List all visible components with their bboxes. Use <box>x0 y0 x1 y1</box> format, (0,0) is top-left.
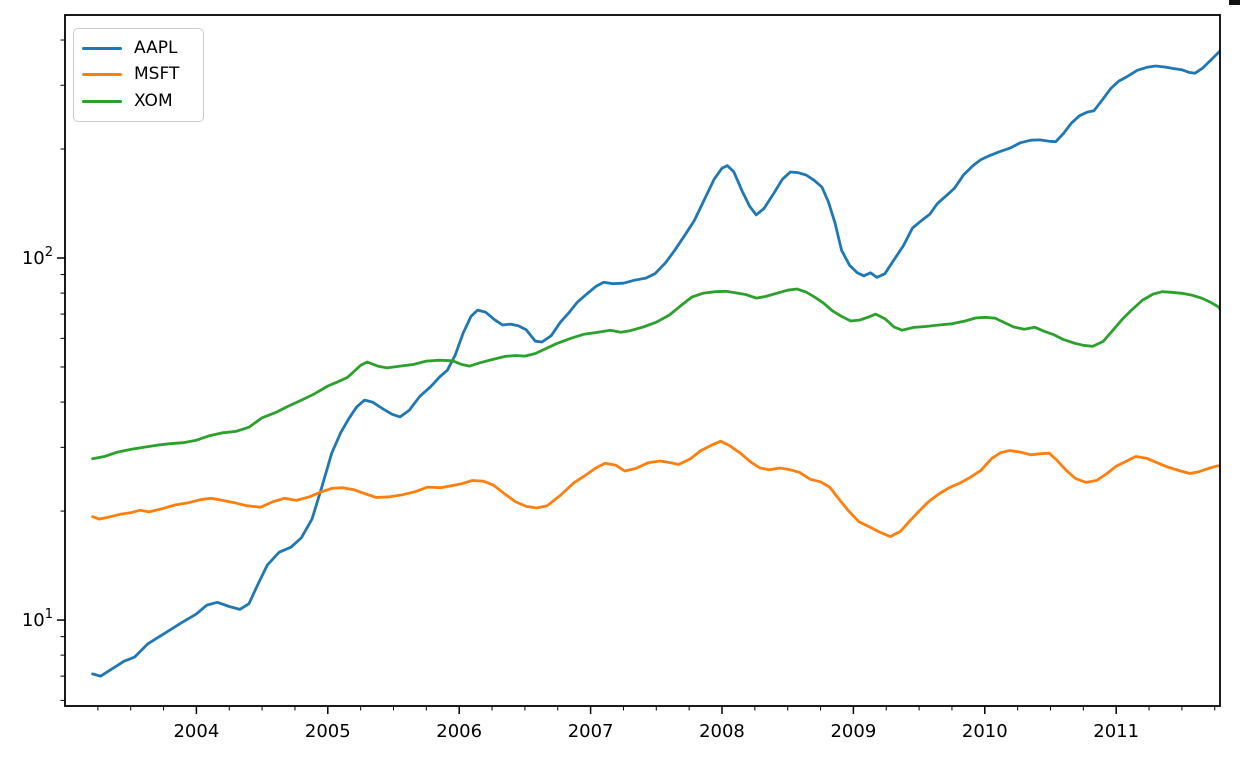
y-tick-label: 102 <box>22 245 53 269</box>
xom-line-swatch <box>82 100 122 104</box>
legend-item-msft: MSFT <box>82 62 195 88</box>
series-line-xom <box>91 287 1220 461</box>
aapl-legend-label: AAPL <box>134 37 178 58</box>
legend-item-xom: XOM <box>82 89 195 115</box>
legend: AAPL MSFT XOM <box>73 28 204 122</box>
x-tick-label: 2006 <box>436 721 482 742</box>
y-axis: 101 102 <box>22 39 65 701</box>
aapl-line-swatch <box>82 46 122 50</box>
x-tick-label: 2007 <box>568 721 614 742</box>
corner-artifact <box>1229 0 1240 5</box>
x-tick-label: 2008 <box>699 721 745 742</box>
x-tick-label: 2005 <box>305 721 351 742</box>
msft-legend-label: MSFT <box>134 64 180 85</box>
xom-legend-label: XOM <box>134 91 173 112</box>
series-lines <box>91 49 1220 678</box>
x-tick-label: 2011 <box>1093 721 1139 742</box>
series-line-aapl <box>91 49 1220 678</box>
x-axis: 2004 2005 2006 2007 2008 2009 2010 2011 <box>97 706 1216 742</box>
legend-item-aapl: AAPL <box>82 35 195 61</box>
axes-frame <box>64 14 1221 707</box>
x-tick-label: 2010 <box>962 721 1008 742</box>
x-tick-label: 2004 <box>173 721 219 742</box>
series-line-msft <box>91 439 1220 538</box>
msft-line-swatch <box>82 73 122 77</box>
x-tick-label: 2009 <box>830 721 876 742</box>
y-tick-label: 101 <box>22 607 53 631</box>
